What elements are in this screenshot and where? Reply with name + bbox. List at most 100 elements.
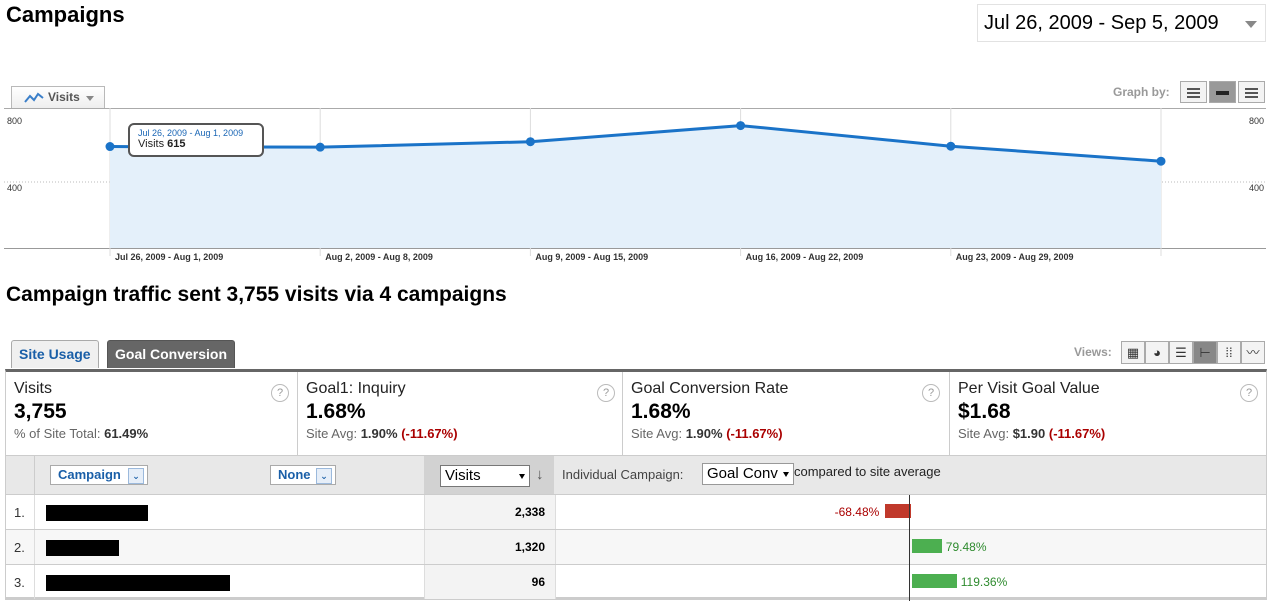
visits-column-header: Visits ↓ [424,456,554,494]
visits-value: 96 [531,575,545,589]
change-bar [885,504,911,518]
summary-label: Per Visit Goal Value [958,380,1100,397]
visits-line [109,124,1162,163]
view-sparkline-button[interactable]: 〰 [1241,341,1265,364]
comparison-icon: ⊢ [1199,345,1211,360]
visits-cell: 1,320 [424,530,556,564]
data-point[interactable] [105,142,115,152]
summary-value: 1.68% [631,400,691,423]
change-percent: 79.48% [945,540,987,554]
summary-label: Visits [14,380,52,397]
chevron-down-icon[interactable] [1245,21,1257,28]
pivot-icon: ⁞⁞ [1225,345,1233,360]
x-tick-labels: Jul 26, 2009 - Aug 1, 2009 Aug 2, 2009 - … [115,252,1074,262]
table-row[interactable]: 2. 1,320 79.48% [5,530,1267,565]
grid-icon: ▦ [1126,345,1140,360]
redacted-campaign-name[interactable] [46,575,230,591]
view-performance-button[interactable]: ☰ [1169,341,1193,364]
graph-by-day-button[interactable] [1180,81,1207,103]
y-tick-left-400: 400 [7,183,22,193]
compare-label: compared to site average [794,464,941,479]
data-point[interactable] [736,121,746,131]
data-point[interactable] [525,137,535,147]
chevron-down-icon [86,96,94,101]
view-pie-button[interactable]: ◕ [1145,341,1169,364]
graph-by-month-button[interactable] [1238,81,1265,103]
chart-top-border [4,108,1266,109]
bars-icon: ☰ [1175,345,1187,360]
visits-chart: 800 400 800 400 Jul 26, 2009 - Aug 1, 20… [4,108,1266,262]
secondary-dimension-label: None [278,467,311,482]
change-percent: -68.48% [834,505,880,519]
change-bar [912,539,942,553]
row-index: 2. [14,540,25,555]
change-bar [912,574,957,588]
x-tick-label: Aug 23, 2009 - Aug 29, 2009 [956,252,1074,262]
redacted-campaign-name[interactable] [46,505,148,521]
change-percent: 119.36% [960,575,1008,589]
graph-by-week-button[interactable] [1209,81,1236,103]
table-row[interactable]: 3. 96 119.36% [5,565,1267,600]
tooltip-range: Jul 26, 2009 - Aug 1, 2009 [138,128,244,138]
table-header: Campaign ⌄ None ⌄ Visits ↓ Individual Ca… [5,455,1267,495]
help-icon[interactable]: ? [922,384,940,402]
dimension-label: Campaign [58,467,121,482]
tab-site-usage[interactable]: Site Usage [11,340,99,368]
pie-icon: ◕ [1153,345,1161,360]
data-point[interactable] [946,141,956,151]
tooltip-metric: Visits [138,138,165,150]
data-points [105,121,1166,166]
visits-cell: 2,338 [424,495,556,529]
data-point[interactable] [315,142,325,152]
graph-metric-selector[interactable]: Visits [11,86,105,108]
summary-sub: Site Avg: 1.90% (-11.67%) [306,426,458,441]
summary-sub: % of Site Total: 61.49% [14,426,149,441]
table-row[interactable]: 1. 2,338 -68.48% [5,495,1267,530]
help-icon[interactable]: ? [271,384,289,402]
summary-label: Goal1: Inquiry [306,380,406,397]
summary-goal1: Goal1: Inquiry 1.68% Site Avg: 1.90% (-1… [298,372,623,455]
views-label: Views: [1074,345,1112,359]
row-index: 3. [14,575,25,590]
redacted-campaign-name[interactable] [46,540,119,556]
help-icon[interactable]: ? [597,384,615,402]
tooltip-value: 615 [167,138,186,150]
y-tick-left-800: 800 [7,116,22,126]
summary-visits: Visits 3,755 % of Site Total: 61.49% ? [6,372,298,455]
x-tick-label: Aug 16, 2009 - Aug 22, 2009 [746,252,864,262]
dimension-selector[interactable]: Campaign ⌄ [50,465,148,485]
date-range-picker[interactable]: Jul 26, 2009 - Sep 5, 2009 [977,4,1266,42]
line-chart-icon [24,92,44,103]
y-tick-right-800: 800 [1249,116,1264,126]
data-point[interactable] [1156,156,1166,166]
tab-goal-conversion[interactable]: Goal Conversion [107,340,236,368]
secondary-dimension-selector[interactable]: None ⌄ [270,465,336,485]
section-title: Campaign traffic sent 3,755 visits via 4… [6,283,507,306]
x-tick-label: Aug 2, 2009 - Aug 8, 2009 [325,252,433,262]
row-index: 1. [14,505,25,520]
graph-metric-label: Visits [48,90,80,104]
summary-sub: Site Avg: 1.90% (-11.67%) [631,426,783,441]
view-table-button[interactable]: ▦ [1121,341,1145,364]
metric-select[interactable]: Visits [440,465,530,487]
visits-area [110,125,1161,248]
visits-value: 1,320 [514,540,545,554]
graph-by-label: Graph by: [1113,85,1170,99]
chevron-down-icon: ⌄ [316,468,332,484]
site-average-line [909,495,910,601]
view-comparison-button[interactable]: ⊢ [1193,341,1217,364]
chart-tooltip: Jul 26, 2009 - Aug 1, 2009 Visits 615 [128,123,264,157]
date-range-text: Jul 26, 2009 - Sep 5, 2009 [984,12,1219,34]
sort-down-icon[interactable]: ↓ [536,466,544,483]
summary-sub: Site Avg: $1.90 (-11.67%) [958,426,1106,441]
summary-value: 3,755 [14,400,67,423]
view-pivot-button[interactable]: ⁞⁞ [1217,341,1241,364]
visits-value: 2,338 [514,505,545,519]
summary-value: 1.68% [306,400,366,423]
comparison-metric-select[interactable]: Goal Conv [702,463,794,485]
help-icon[interactable]: ? [1240,384,1258,402]
x-tick-label: Jul 26, 2009 - Aug 1, 2009 [115,252,223,262]
y-tick-right-400: 400 [1249,183,1264,193]
page-title: Campaigns [6,2,125,27]
comparison-metric-value: Goal Conv [707,465,778,482]
